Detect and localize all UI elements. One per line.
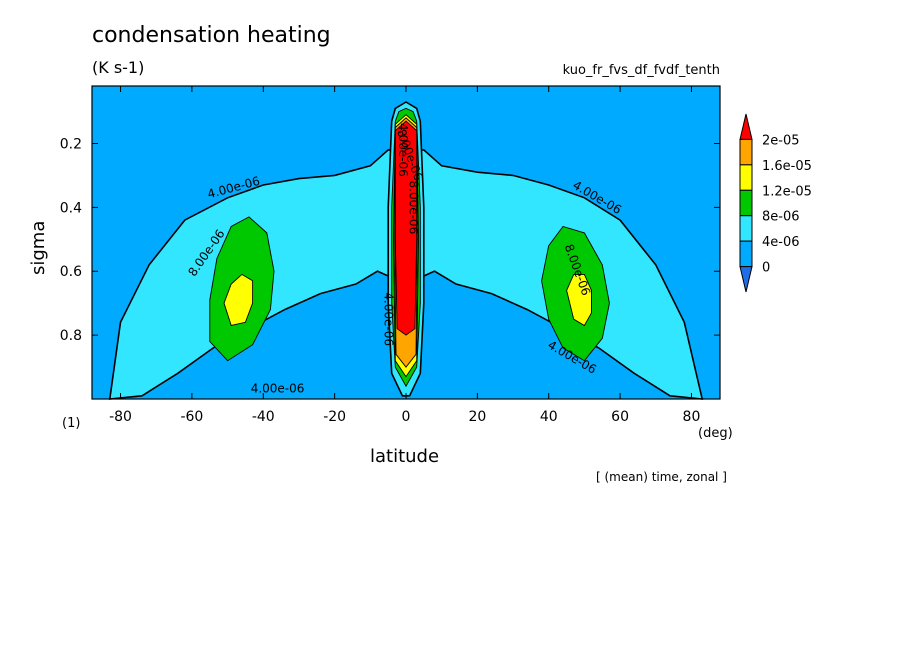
contour-region-equator-2e-05 bbox=[394, 120, 418, 336]
contour-region-midlat-north-1.2e-05 bbox=[566, 273, 592, 327]
colorbar-top-arrow bbox=[739, 113, 753, 140]
x-tick-label: -60 bbox=[180, 409, 203, 425]
x-tick-label: 40 bbox=[540, 409, 558, 425]
x-tick-label: 0 bbox=[402, 409, 411, 425]
x-tick-label: -40 bbox=[252, 409, 275, 425]
colorbar-label: 1.2e-05 bbox=[762, 184, 812, 199]
chart-title: condensation heating bbox=[92, 23, 331, 48]
y-tick-label: 0.4 bbox=[60, 200, 82, 216]
colorbar-bottom-arrow bbox=[739, 266, 753, 293]
colorbar-label: 1.6e-05 bbox=[762, 159, 812, 174]
colorbar-label: 8e-06 bbox=[762, 210, 800, 225]
x-tick-label: -80 bbox=[109, 409, 132, 425]
contour-label: 4.00e-06 bbox=[396, 123, 410, 177]
contour-label: 8.00e-06 bbox=[407, 181, 421, 235]
y-tick-label: 0.6 bbox=[60, 264, 82, 280]
colorbar-label: 4e-06 bbox=[762, 235, 800, 250]
contour-region-midlat-south-1.2e-05 bbox=[223, 273, 254, 327]
colorbar-band bbox=[739, 215, 753, 242]
colorbar-band bbox=[739, 240, 753, 268]
y-axis-unit: (1) bbox=[62, 416, 81, 431]
x-tick-label: 60 bbox=[611, 409, 629, 425]
contour-label: 4.00e-06 bbox=[251, 382, 305, 396]
y-tick-label: 0.8 bbox=[60, 328, 82, 344]
x-axis-label: latitude bbox=[370, 446, 440, 467]
chart-units: (K s-1) bbox=[92, 58, 145, 77]
x-axis-unit: (deg) bbox=[698, 426, 733, 441]
colorbar-band bbox=[739, 138, 753, 166]
contour-label: 4.00e-06 bbox=[382, 292, 396, 346]
averaging-note: [ (mean) time, zonal ] bbox=[596, 470, 727, 484]
colorbar-band bbox=[739, 189, 753, 217]
x-tick-label: 80 bbox=[683, 409, 701, 425]
run-name: kuo_fr_fvs_df_fvdf_tenth bbox=[562, 63, 720, 78]
x-tick-label: 20 bbox=[468, 409, 486, 425]
colorbar-label: 2e-05 bbox=[762, 133, 800, 148]
colorbar-label: 0 bbox=[762, 261, 770, 276]
y-tick-label: 0.2 bbox=[60, 136, 82, 152]
colorbar-band bbox=[739, 164, 753, 191]
x-tick-label: -20 bbox=[323, 409, 346, 425]
